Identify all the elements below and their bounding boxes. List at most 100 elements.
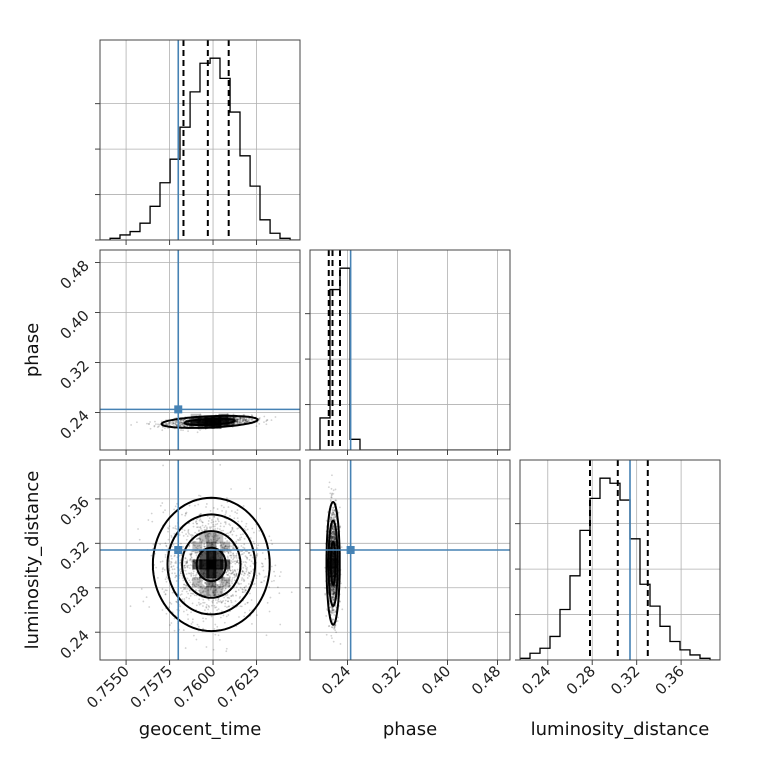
sample-point xyxy=(226,501,229,503)
sample-point xyxy=(273,579,275,582)
sample-point xyxy=(331,537,334,540)
sample-point xyxy=(332,610,334,612)
sample-point xyxy=(209,587,212,590)
sample-point xyxy=(165,580,168,583)
sample-point xyxy=(212,536,215,539)
sample-point xyxy=(333,592,335,594)
sample-point xyxy=(190,422,193,425)
sample-point xyxy=(330,583,332,586)
density-bin xyxy=(220,541,231,552)
sample-point xyxy=(332,526,335,529)
sample-point xyxy=(330,494,333,497)
sample-point xyxy=(205,606,208,608)
sample-point xyxy=(180,572,182,575)
sample-point xyxy=(233,569,236,572)
sample-point xyxy=(170,536,173,539)
sample-point xyxy=(261,563,264,565)
sample-point xyxy=(229,531,232,534)
sample-point xyxy=(191,621,194,624)
sample-point xyxy=(330,518,333,521)
sample-point xyxy=(242,546,245,549)
sample-point xyxy=(192,421,195,424)
sample-point xyxy=(147,519,150,521)
sample-point xyxy=(179,424,182,426)
sample-point xyxy=(190,421,193,424)
sample-point xyxy=(196,537,199,540)
sample-point xyxy=(228,605,231,608)
x-axis-label-geocent_time: geocent_time xyxy=(139,719,262,740)
sample-point xyxy=(220,590,223,593)
sample-point xyxy=(331,514,334,517)
sample-point xyxy=(216,609,219,611)
sample-point xyxy=(190,572,193,574)
sample-point xyxy=(200,513,203,515)
sample-point xyxy=(164,509,166,512)
sample-point xyxy=(149,421,151,423)
sample-point xyxy=(159,504,162,507)
sample-point xyxy=(236,581,239,584)
sample-point xyxy=(201,591,204,593)
sample-point xyxy=(195,551,198,554)
sample-point xyxy=(198,519,201,522)
sample-point xyxy=(223,579,226,582)
sample-point xyxy=(199,513,202,515)
density-bin xyxy=(213,568,224,579)
sample-point xyxy=(174,423,177,425)
sample-point xyxy=(192,570,195,573)
sample-point xyxy=(137,528,139,530)
sample-point xyxy=(189,425,191,428)
sample-point xyxy=(230,554,233,557)
sample-point xyxy=(215,541,218,544)
sample-point xyxy=(212,521,215,523)
sample-point xyxy=(331,588,333,591)
sample-point xyxy=(234,562,237,565)
sample-point xyxy=(186,559,189,562)
sample-point xyxy=(333,594,336,597)
sample-point xyxy=(237,539,240,542)
sample-point xyxy=(222,543,225,546)
sample-point xyxy=(246,421,249,423)
sample-point xyxy=(330,516,333,519)
density-bin xyxy=(199,568,210,579)
sample-point xyxy=(229,515,231,517)
sample-point xyxy=(191,579,194,581)
sample-point xyxy=(217,585,220,588)
sample-point xyxy=(165,545,168,548)
sample-point xyxy=(230,595,233,598)
sample-point xyxy=(228,585,231,588)
sample-point xyxy=(210,519,213,521)
sample-point xyxy=(220,601,223,604)
sample-point xyxy=(332,589,335,591)
sample-point xyxy=(230,594,233,597)
sample-point xyxy=(249,572,251,575)
sample-point xyxy=(173,508,176,511)
sample-point xyxy=(239,418,241,421)
sample-point xyxy=(226,573,228,576)
sample-point xyxy=(181,423,184,426)
density-bin xyxy=(328,540,339,551)
sample-point xyxy=(332,592,335,595)
sample-point xyxy=(245,420,247,423)
density-bin xyxy=(225,416,236,427)
sample-point xyxy=(197,503,200,506)
sample-point xyxy=(331,536,333,539)
sample-point xyxy=(333,585,336,588)
sample-point xyxy=(232,547,235,550)
sample-point xyxy=(219,586,221,589)
sample-point xyxy=(333,532,335,535)
sample-point xyxy=(331,528,334,531)
sample-point xyxy=(333,509,336,512)
x-tick-label-luminosity_distance-3: 0.36 xyxy=(652,662,688,698)
sample-point xyxy=(190,622,193,625)
sample-point xyxy=(224,545,226,548)
sample-point xyxy=(184,560,187,563)
sample-point xyxy=(331,513,334,516)
sample-point xyxy=(181,590,184,593)
sample-point xyxy=(204,524,207,527)
sample-point xyxy=(153,425,156,428)
sample-point xyxy=(242,413,245,416)
sample-point xyxy=(180,429,182,431)
sample-point xyxy=(274,416,277,418)
y-tick-label-luminosity_distance-1: 0.28 xyxy=(56,582,92,618)
sample-point xyxy=(332,535,335,538)
